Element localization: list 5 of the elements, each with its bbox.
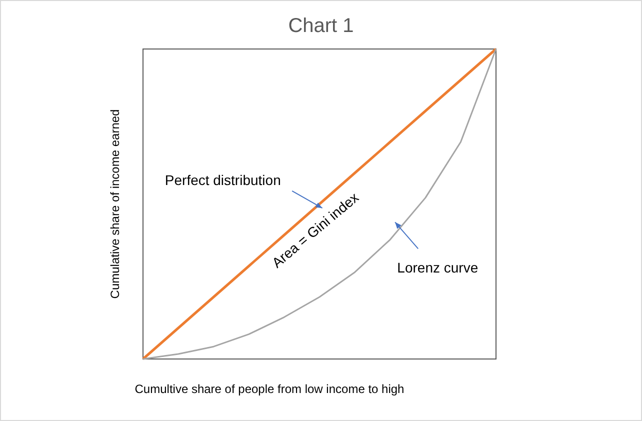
annotation: Lorenz curve bbox=[397, 259, 478, 276]
x-axis-title: Cumultive share of people from low income to high bbox=[134, 382, 404, 396]
y-axis-title: Cumulative share of income earned bbox=[108, 109, 122, 299]
annotation: Perfect distribution bbox=[164, 172, 281, 188]
chart-title: Chart 1 bbox=[288, 15, 354, 37]
